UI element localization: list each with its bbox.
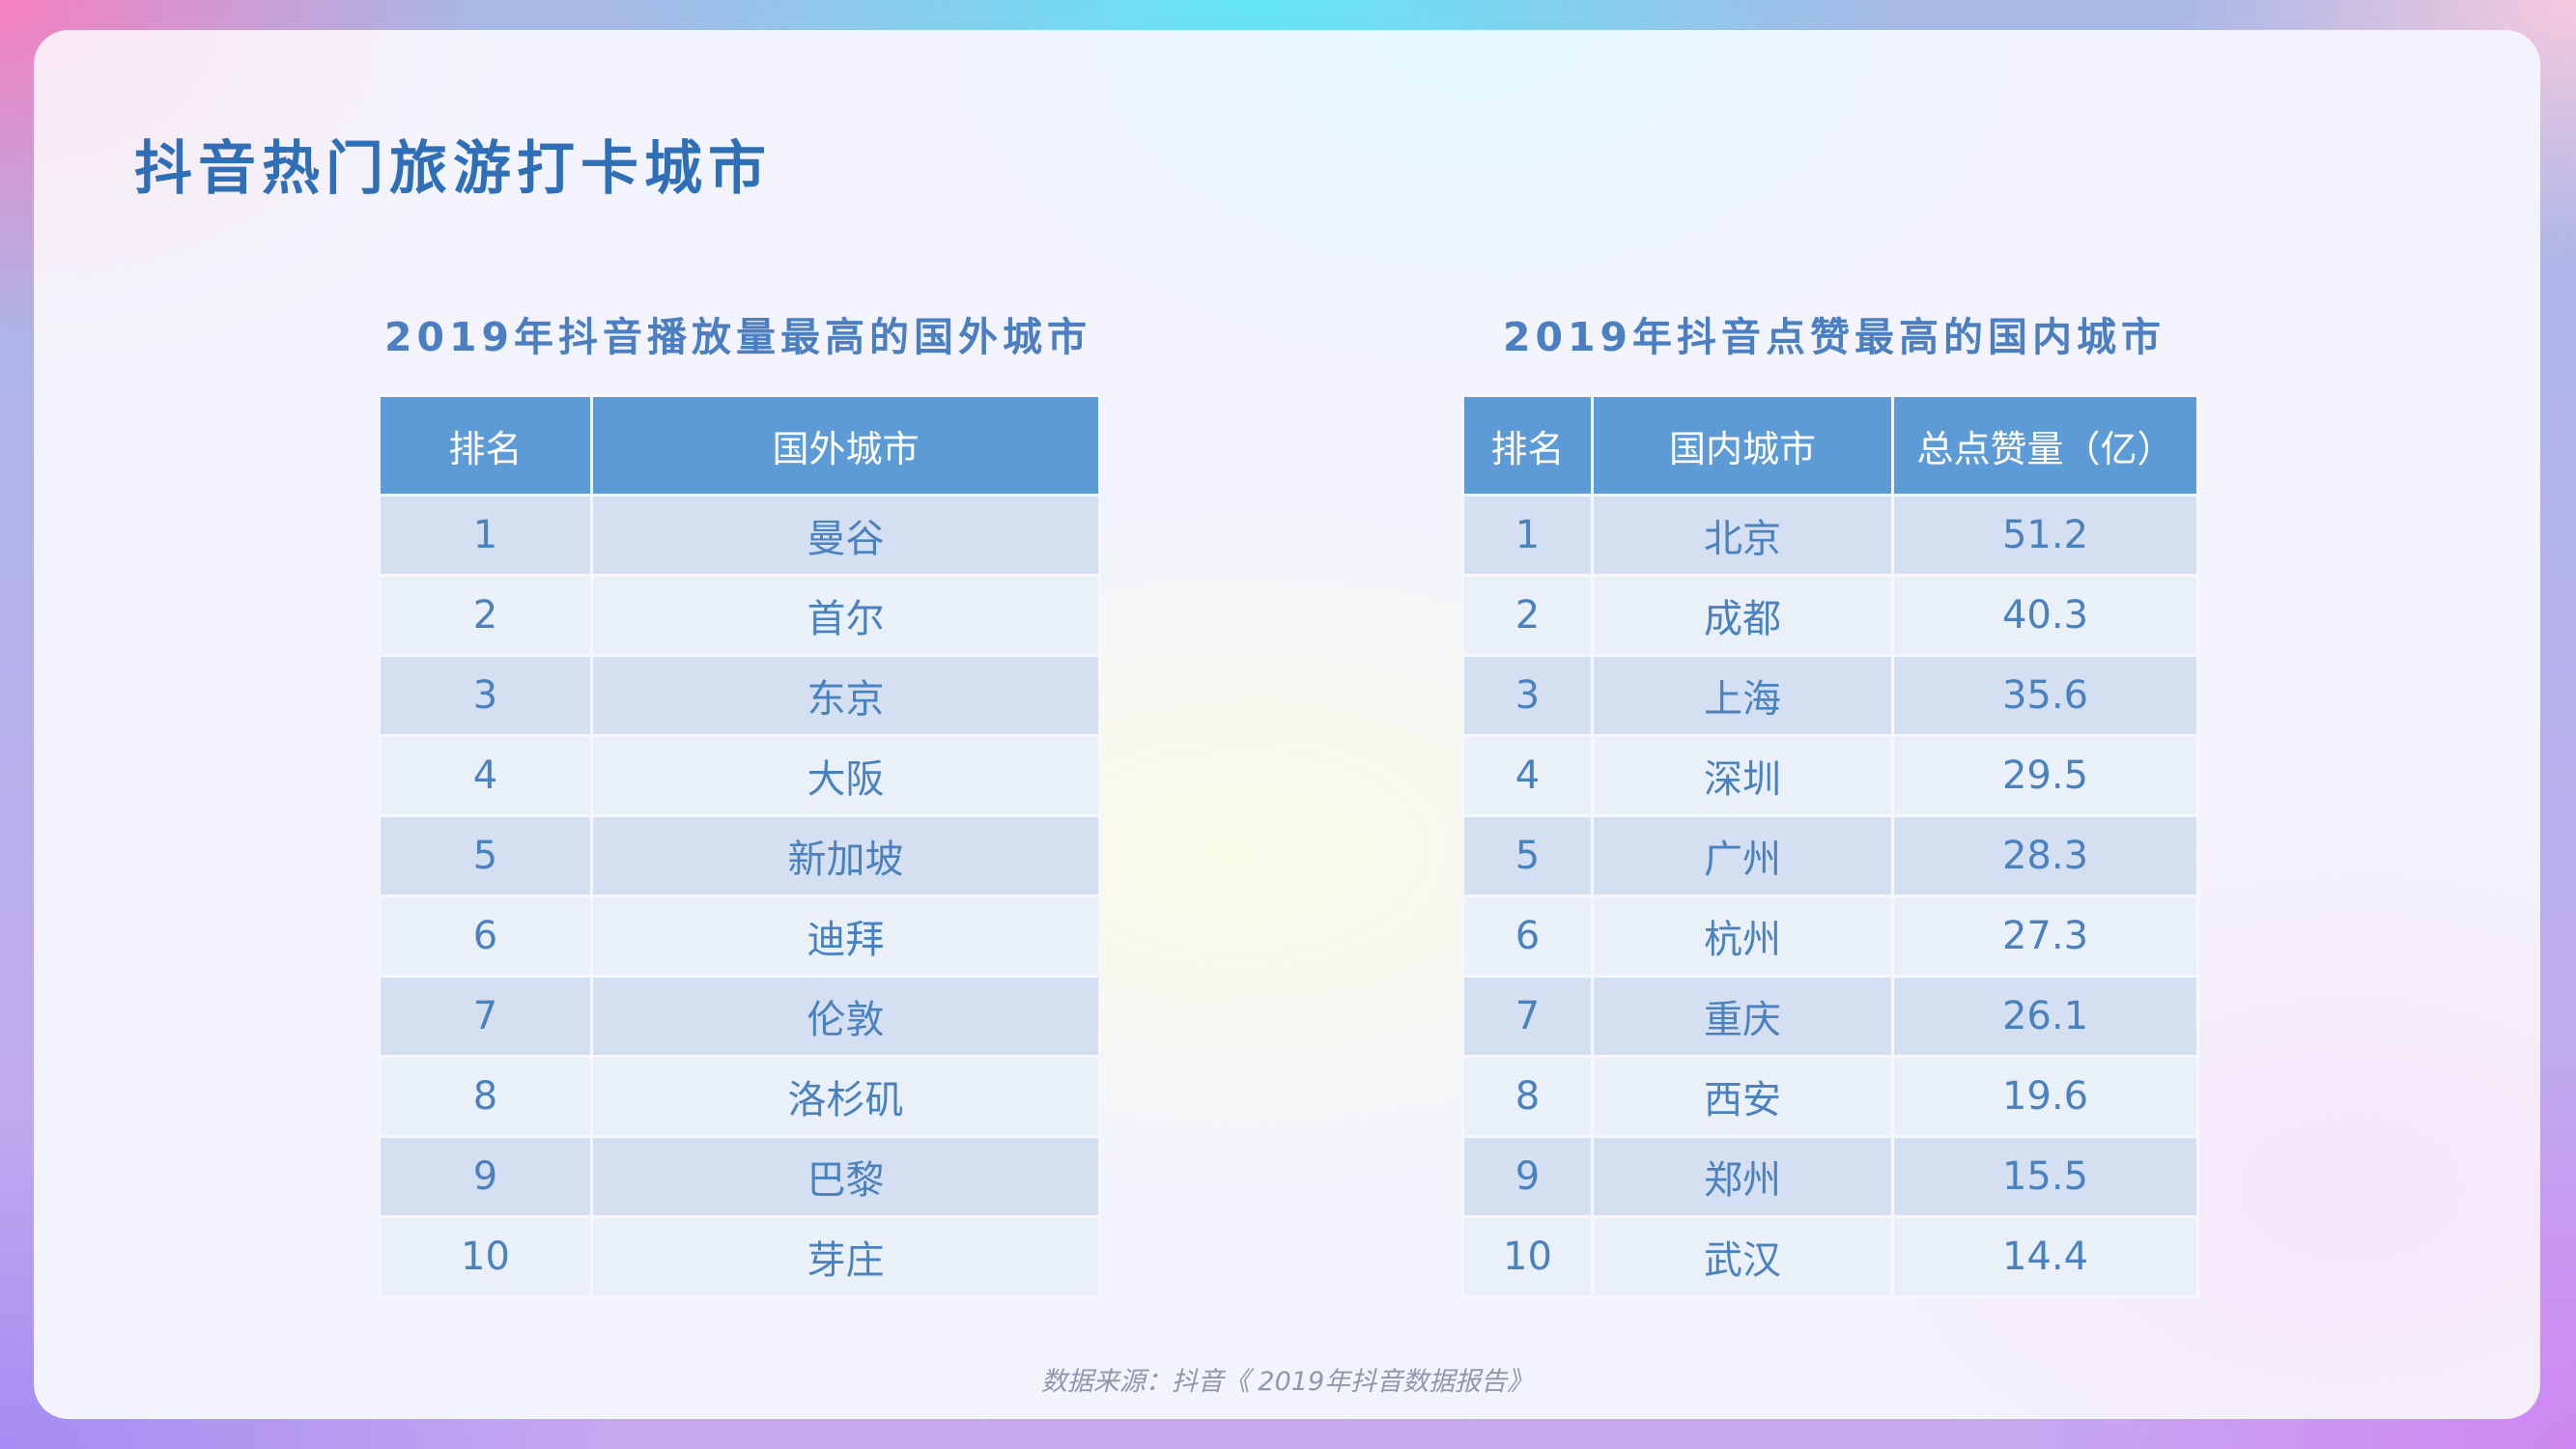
table-row: 7 重庆 26.1 <box>1461 975 2199 1058</box>
likes-cell: 26.1 <box>1891 975 2199 1058</box>
city-cell: 杭州 <box>1591 895 1894 978</box>
column-header-foreign-city: 国外城市 <box>590 394 1101 497</box>
rank-cell: 1 <box>378 494 593 577</box>
rank-cell: 3 <box>378 654 593 737</box>
likes-cell: 28.3 <box>1891 814 2199 897</box>
table-row: 10 武汉 14.4 <box>1461 1215 2199 1298</box>
city-cell: 武汉 <box>1591 1215 1894 1298</box>
city-cell: 东京 <box>590 654 1101 737</box>
city-cell: 广州 <box>1591 814 1894 897</box>
likes-cell: 19.6 <box>1891 1055 2199 1138</box>
rank-cell: 7 <box>1461 975 1594 1058</box>
likes-cell: 14.4 <box>1891 1215 2199 1298</box>
likes-cell: 27.3 <box>1891 895 2199 978</box>
city-cell: 巴黎 <box>590 1135 1101 1218</box>
rank-cell: 7 <box>378 975 593 1058</box>
foreign-table-title: 2019年抖音播放量最高的国外城市 <box>383 314 1092 360</box>
rank-cell: 8 <box>1461 1055 1594 1138</box>
city-cell: 大阪 <box>590 734 1101 817</box>
likes-cell: 51.2 <box>1891 494 2199 577</box>
table-row: 9 郑州 15.5 <box>1461 1135 2199 1218</box>
rank-cell: 9 <box>378 1135 593 1218</box>
city-cell: 成都 <box>1591 574 1894 657</box>
table-row: 1 北京 51.2 <box>1461 494 2199 577</box>
table-row: 8 西安 19.6 <box>1461 1055 2199 1138</box>
city-cell: 深圳 <box>1591 734 1894 817</box>
rank-cell: 9 <box>1461 1135 1594 1218</box>
rank-cell: 4 <box>378 734 593 817</box>
table-row: 9 巴黎 <box>378 1135 1101 1218</box>
table-row: 10 芽庄 <box>378 1215 1101 1298</box>
column-header-total-likes: 总点赞量（亿） <box>1891 394 2199 497</box>
column-header-domestic-city: 国内城市 <box>1591 394 1894 497</box>
table-row: 3 东京 <box>378 654 1101 737</box>
city-cell: 洛杉矶 <box>590 1055 1101 1138</box>
page-title: 抖音热门旅游打卡城市 <box>134 135 772 203</box>
likes-cell: 15.5 <box>1891 1135 2199 1218</box>
likes-cell: 40.3 <box>1891 574 2199 657</box>
content-card: 抖音热门旅游打卡城市 2019年抖音播放量最高的国外城市 排名 国外城市 1 曼谷… <box>34 30 2540 1419</box>
city-cell: 新加坡 <box>590 814 1101 897</box>
table-row: 6 杭州 27.3 <box>1461 895 2199 978</box>
rank-cell: 8 <box>378 1055 593 1138</box>
rank-cell: 3 <box>1461 654 1594 737</box>
table-row: 4 深圳 29.5 <box>1461 734 2199 817</box>
table-row: 2 成都 40.3 <box>1461 574 2199 657</box>
rank-cell: 6 <box>378 895 593 978</box>
column-header-rank: 排名 <box>1461 394 1594 497</box>
rank-cell: 5 <box>1461 814 1594 897</box>
city-cell: 芽庄 <box>590 1215 1101 1298</box>
city-cell: 首尔 <box>590 574 1101 657</box>
rank-cell: 4 <box>1461 734 1594 817</box>
rank-cell: 2 <box>378 574 593 657</box>
table-row: 7 伦敦 <box>378 975 1101 1058</box>
table-row: 6 迪拜 <box>378 895 1101 978</box>
rank-cell: 2 <box>1461 574 1594 657</box>
rank-cell: 10 <box>378 1215 593 1298</box>
likes-cell: 29.5 <box>1891 734 2199 817</box>
column-header-rank: 排名 <box>378 394 593 497</box>
table-row: 1 曼谷 <box>378 494 1101 577</box>
table-row: 5 新加坡 <box>378 814 1101 897</box>
rank-cell: 6 <box>1461 895 1594 978</box>
table-row: 5 广州 28.3 <box>1461 814 2199 897</box>
table-row: 4 大阪 <box>378 734 1101 817</box>
table-row: 3 上海 35.6 <box>1461 654 2199 737</box>
rank-cell: 1 <box>1461 494 1594 577</box>
city-cell: 曼谷 <box>590 494 1101 577</box>
table-header-row: 排名 国内城市 总点赞量（亿） <box>1461 394 2199 497</box>
domestic-cities-table: 排名 国内城市 总点赞量（亿） 1 北京 51.2 2 成都 40.3 3 上海 35.6 … <box>1461 394 2199 1298</box>
city-cell: 北京 <box>1591 494 1894 577</box>
table-row: 8 洛杉矶 <box>378 1055 1101 1138</box>
city-cell: 西安 <box>1591 1055 1894 1138</box>
city-cell: 郑州 <box>1591 1135 1894 1218</box>
data-source-note: 数据来源：抖音《 2019年抖音数据报告》 <box>1040 1367 1534 1397</box>
rank-cell: 5 <box>378 814 593 897</box>
rank-cell: 10 <box>1461 1215 1594 1298</box>
city-cell: 重庆 <box>1591 975 1894 1058</box>
domestic-table-title: 2019年抖音点赞最高的国内城市 <box>1502 314 2166 360</box>
city-cell: 迪拜 <box>590 895 1101 978</box>
city-cell: 上海 <box>1591 654 1894 737</box>
city-cell: 伦敦 <box>590 975 1101 1058</box>
table-header-row: 排名 国外城市 <box>378 394 1101 497</box>
foreign-cities-table: 排名 国外城市 1 曼谷 2 首尔 3 东京 4 大阪 5 新加坡 6 迪拜 7 伦敦 8 洛杉… <box>378 394 1101 1298</box>
likes-cell: 35.6 <box>1891 654 2199 737</box>
table-row: 2 首尔 <box>378 574 1101 657</box>
